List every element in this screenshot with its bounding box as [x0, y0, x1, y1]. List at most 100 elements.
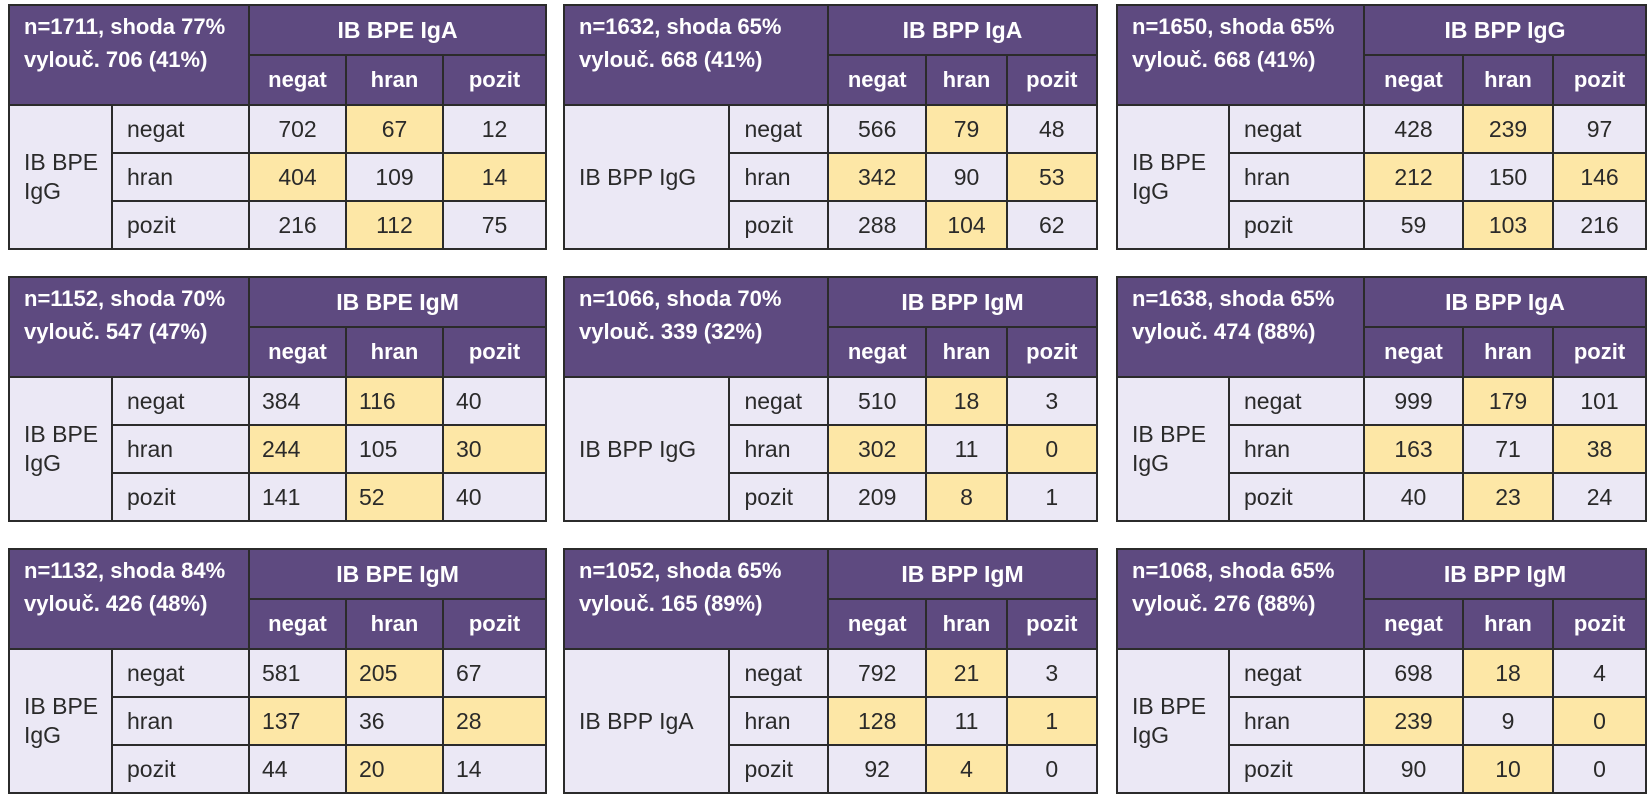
table-cell: 12	[442, 104, 548, 154]
summary-excluded: vylouč. 165 (89%)	[579, 591, 763, 616]
table-cell: 150	[1462, 152, 1555, 202]
table-cell: 75	[442, 200, 548, 250]
table-cell: 404	[248, 152, 348, 202]
column-variable-title: IB BPE IgA	[248, 4, 548, 56]
table-cell: 141	[248, 472, 348, 522]
table-cell: 10	[1462, 744, 1555, 794]
column-variable-title: IB BPP IgA	[1363, 276, 1648, 328]
row-label-negat: negat	[728, 376, 829, 426]
row-variable-title: IB BPP IgG	[562, 376, 731, 522]
column-header-hran: hran	[925, 326, 1008, 378]
row-variable-title: IB BPE IgG	[1116, 104, 1230, 250]
table-cell: 302	[826, 424, 928, 474]
summary-n-agreement: n=1711, shoda 77%	[24, 14, 226, 39]
contingency-table-1: n=1711, shoda 77% vylouč. 706 (41%) IB BP…	[7, 4, 548, 250]
row-label-pozit: pozit	[110, 200, 251, 250]
row-label-pozit: pozit	[1227, 200, 1366, 250]
contingency-table-8: n=1052, shoda 65% vylouč. 165 (89%) IB BP…	[562, 548, 1099, 794]
table-cell: 9	[1462, 696, 1555, 746]
table-cell: 24	[1552, 472, 1648, 522]
row-variable-title: IB BPE IgG	[8, 648, 113, 794]
row-label-negat: negat	[110, 104, 251, 154]
table-summary: n=1066, shoda 70% vylouč. 339 (32%)	[563, 276, 829, 378]
column-header-hran: hran	[345, 54, 445, 106]
table-cell: 11	[925, 424, 1008, 474]
table-cell: 1	[1005, 472, 1099, 522]
table-cell: 21	[925, 648, 1008, 698]
summary-n-agreement: n=1650, shoda 65%	[1132, 14, 1335, 39]
table-cell: 36	[345, 696, 445, 746]
contingency-table-3: n=1650, shoda 65% vylouč. 668 (41%) IB BP…	[1115, 4, 1648, 250]
column-header-negat: negat	[826, 598, 928, 650]
table-cell: 3	[1005, 376, 1099, 426]
row-variable-title: IB BPE IgG	[1116, 648, 1230, 794]
column-variable-title: IB BPP IgA	[826, 4, 1099, 56]
table-cell: 90	[925, 152, 1008, 202]
table-cell: 216	[248, 200, 348, 250]
summary-n-agreement: n=1152, shoda 70%	[24, 286, 226, 311]
column-variable-title: IB BPP IgM	[826, 276, 1099, 328]
column-header-pozit: pozit	[1005, 598, 1099, 650]
column-header-negat: negat	[826, 326, 928, 378]
table-cell: 702	[248, 104, 348, 154]
summary-n-agreement: n=1066, shoda 70%	[579, 286, 782, 311]
column-header-pozit: pozit	[1552, 54, 1648, 106]
summary-n-agreement: n=1632, shoda 65%	[579, 14, 782, 39]
table-cell: 8	[925, 472, 1008, 522]
table-summary: n=1638, shoda 65% vylouč. 474 (88%)	[1115, 276, 1366, 378]
summary-n-agreement: n=1638, shoda 65%	[1132, 286, 1335, 311]
column-variable-title: IB BPP IgG	[1363, 4, 1648, 56]
column-header-hran: hran	[345, 598, 445, 650]
table-cell: 18	[925, 376, 1008, 426]
row-label-pozit: pozit	[728, 200, 829, 250]
column-header-pozit: pozit	[1552, 598, 1648, 650]
table-cell: 137	[248, 696, 348, 746]
row-label-negat: negat	[728, 648, 829, 698]
row-label-negat: negat	[110, 648, 251, 698]
row-label-hran: hran	[110, 696, 251, 746]
row-variable-title: IB BPP IgG	[562, 104, 731, 250]
contingency-table-9: n=1068, shoda 65% vylouč. 276 (88%) IB BP…	[1115, 548, 1648, 794]
table-cell: 128	[826, 696, 928, 746]
row-label-negat: negat	[1227, 648, 1366, 698]
row-label-pozit: pozit	[728, 744, 829, 794]
table-cell: 67	[345, 104, 445, 154]
table-cell: 23	[1462, 472, 1555, 522]
column-header-hran: hran	[925, 598, 1008, 650]
table-cell: 428	[1363, 104, 1465, 154]
column-header-negat: negat	[826, 54, 928, 106]
column-header-hran: hran	[1462, 54, 1555, 106]
table-cell: 239	[1462, 104, 1555, 154]
table-cell: 62	[1005, 200, 1099, 250]
table-cell: 3	[1005, 648, 1099, 698]
table-cell: 71	[1462, 424, 1555, 474]
row-label-pozit: pozit	[110, 744, 251, 794]
row-label-hran: hran	[1227, 424, 1366, 474]
row-label-pozit: pozit	[110, 472, 251, 522]
table-cell: 97	[1552, 104, 1648, 154]
column-header-negat: negat	[248, 326, 348, 378]
table-cell: 239	[1363, 696, 1465, 746]
table-cell: 104	[925, 200, 1008, 250]
table-cell: 0	[1005, 424, 1099, 474]
table-cell: 59	[1363, 200, 1465, 250]
row-label-negat: negat	[1227, 104, 1366, 154]
summary-n-agreement: n=1068, shoda 65%	[1132, 558, 1335, 583]
table-summary: n=1711, shoda 77% vylouč. 706 (41%)	[7, 4, 251, 106]
table-cell: 212	[1363, 152, 1465, 202]
table-cell: 48	[1005, 104, 1099, 154]
row-label-hran: hran	[1227, 696, 1366, 746]
table-cell: 112	[345, 200, 445, 250]
table-cell: 90	[1363, 744, 1465, 794]
column-variable-title: IB BPP IgM	[826, 548, 1099, 600]
column-header-pozit: pozit	[1552, 326, 1648, 378]
table-cell: 510	[826, 376, 928, 426]
table-cell: 44	[248, 744, 348, 794]
table-cell: 109	[345, 152, 445, 202]
table-cell: 1	[1005, 696, 1099, 746]
column-header-pozit: pozit	[1005, 54, 1099, 106]
contingency-table-7: n=1132, shoda 84% vylouč. 426 (48%) IB BP…	[7, 548, 548, 794]
column-header-hran: hran	[1462, 598, 1555, 650]
table-cell: 103	[1462, 200, 1555, 250]
table-cell: 698	[1363, 648, 1465, 698]
